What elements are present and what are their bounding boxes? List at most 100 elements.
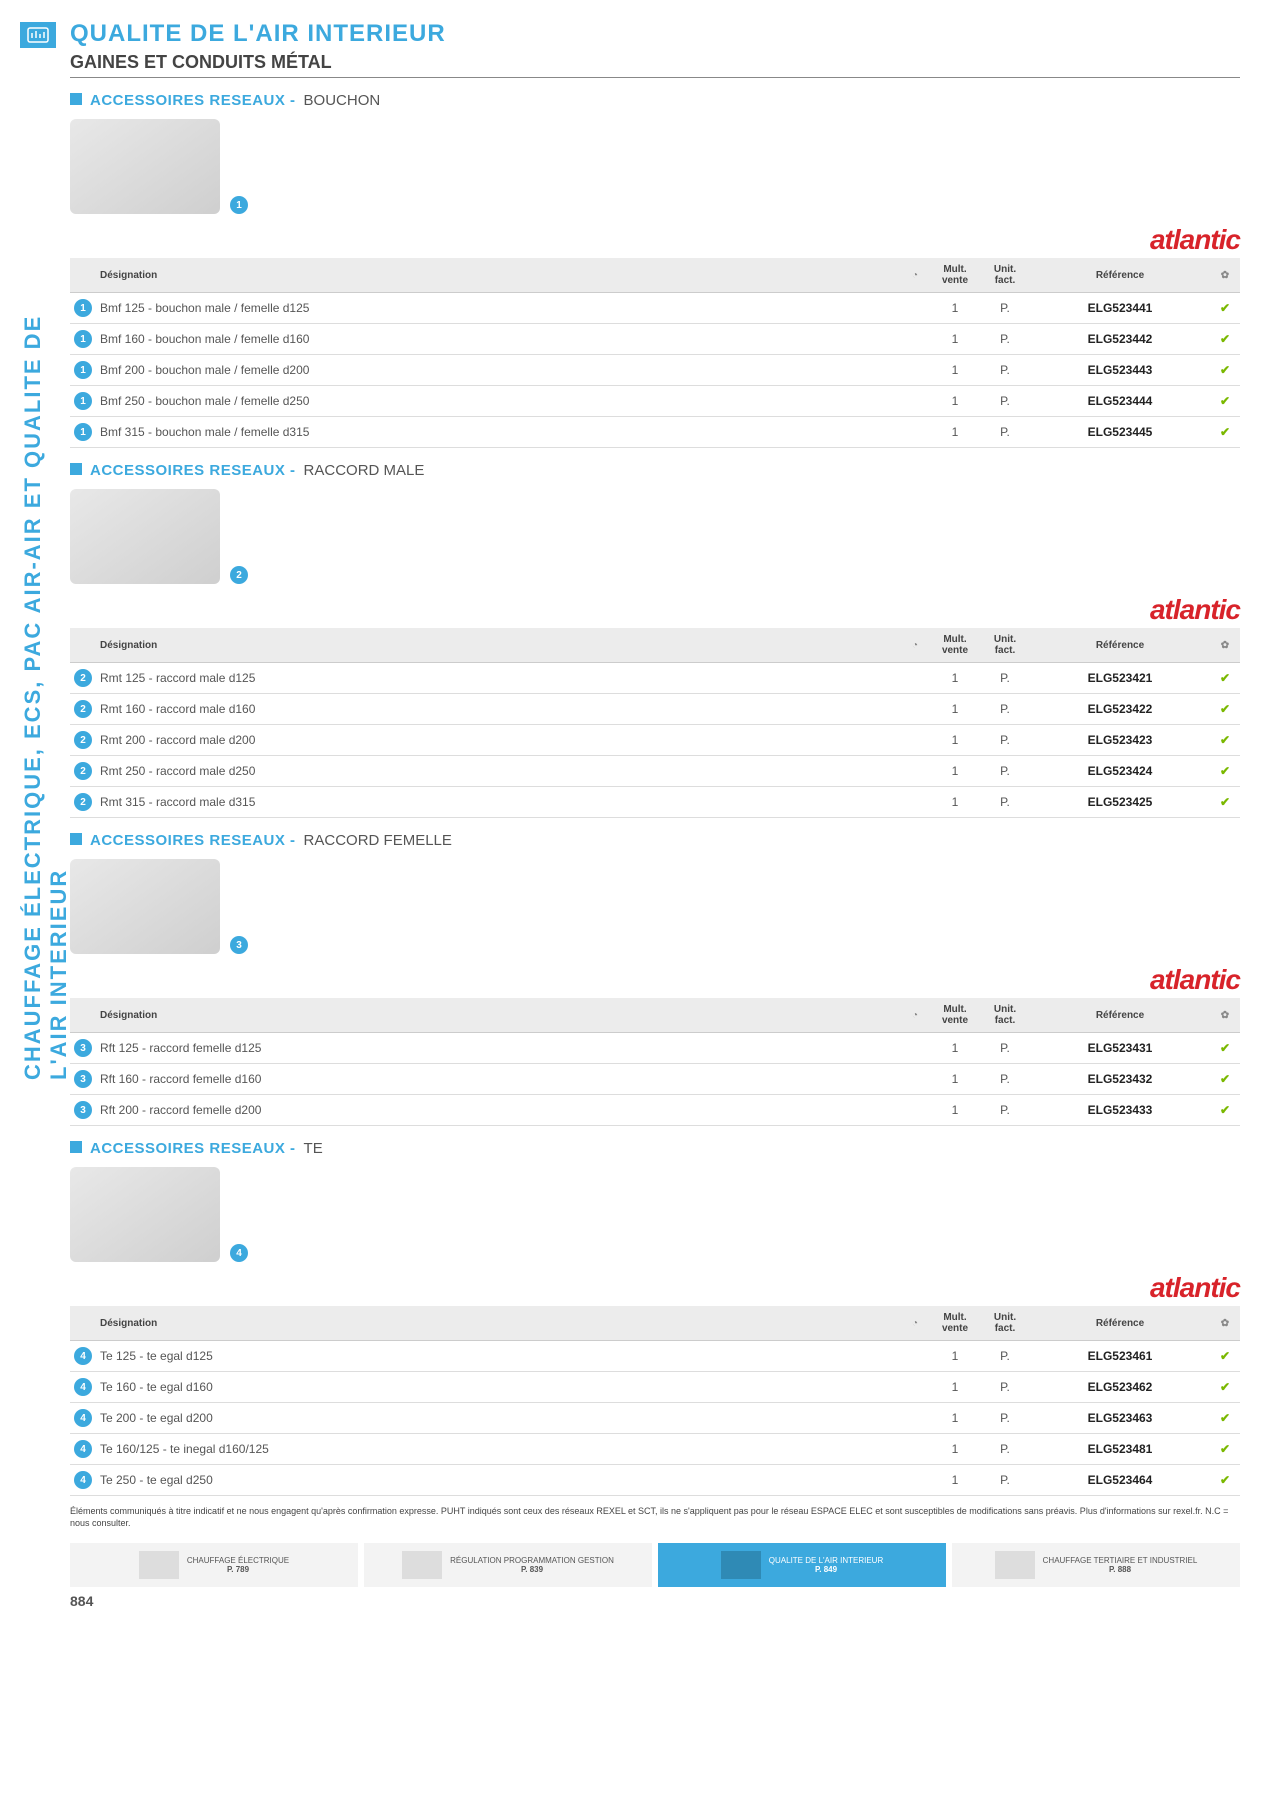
footer-nav-item[interactable]: RÉGULATION PROGRAMMATION GESTION P. 839: [364, 1543, 652, 1587]
row-number-badge: 2: [74, 793, 92, 811]
cell-reference: ELG523422: [1030, 694, 1210, 725]
product-table: Désignation ◔ Mult. vente Unit. fact. Ré…: [70, 998, 1240, 1126]
section-title-prefix: ACCESSOIRES RESEAUX -: [90, 832, 296, 849]
check-icon: ✔: [1220, 1411, 1230, 1425]
footer-nav-item[interactable]: CHAUFFAGE ÉLECTRIQUE P. 789: [70, 1543, 358, 1587]
table-row: 1 Bmf 200 - bouchon male / femelle d200 …: [70, 355, 1240, 386]
cell-reference: ELG523431: [1030, 1033, 1210, 1064]
col-reference: Référence: [1030, 258, 1210, 293]
section-bullet-icon: [70, 93, 82, 105]
col-designation: Désignation: [96, 258, 900, 293]
table-row: 3 Rft 200 - raccord femelle d200 1 P. EL…: [70, 1095, 1240, 1126]
check-icon: ✔: [1220, 1041, 1230, 1055]
cell-designation: Bmf 315 - bouchon male / femelle d315: [96, 417, 900, 448]
row-number-badge: 4: [74, 1378, 92, 1396]
cell-reference: ELG523461: [1030, 1341, 1210, 1372]
nav-thumbnail: [995, 1551, 1035, 1579]
cell-unit-fact: P.: [980, 417, 1030, 448]
check-icon: ✔: [1220, 301, 1230, 315]
page-title: QUALITE DE L'AIR INTERIEUR: [70, 20, 1240, 48]
cell-mult-vente: 1: [930, 694, 980, 725]
col-mult-vente: Mult. vente: [930, 998, 980, 1033]
row-number-badge: 1: [74, 361, 92, 379]
nav-page: P. 888: [1109, 1565, 1131, 1574]
cell-designation: Bmf 125 - bouchon male / femelle d125: [96, 293, 900, 324]
nav-page: P. 839: [521, 1565, 543, 1574]
table-row: 1 Bmf 160 - bouchon male / femelle d160 …: [70, 324, 1240, 355]
cell-designation: Bmf 160 - bouchon male / femelle d160: [96, 324, 900, 355]
cell-mult-vente: 1: [930, 1465, 980, 1496]
cell-unit-fact: P.: [980, 293, 1030, 324]
row-number-badge: 4: [74, 1409, 92, 1427]
cell-mult-vente: 1: [930, 663, 980, 694]
cell-reference: ELG523421: [1030, 663, 1210, 694]
section-header: ACCESSOIRES RESEAUX - RACCORD FEMELLE: [70, 832, 1240, 849]
cell-unit-fact: P.: [980, 1341, 1030, 1372]
table-row: 2 Rmt 125 - raccord male d125 1 P. ELG52…: [70, 663, 1240, 694]
footer-nav-item[interactable]: CHAUFFAGE TERTIAIRE ET INDUSTRIEL P. 888: [952, 1543, 1240, 1587]
table-row: 2 Rmt 200 - raccord male d200 1 P. ELG52…: [70, 725, 1240, 756]
nav-label: CHAUFFAGE ÉLECTRIQUE: [187, 1556, 289, 1565]
cell-designation: Te 200 - te egal d200: [96, 1403, 900, 1434]
cell-reference: ELG523423: [1030, 725, 1210, 756]
section-title-prefix: ACCESSOIRES RESEAUX -: [90, 462, 296, 479]
cell-designation: Rft 160 - raccord femelle d160: [96, 1064, 900, 1095]
cell-reference: ELG523424: [1030, 756, 1210, 787]
footer-nav: CHAUFFAGE ÉLECTRIQUE P. 789 RÉGULATION P…: [70, 1543, 1240, 1587]
cell-reference: ELG523444: [1030, 386, 1210, 417]
cell-unit-fact: P.: [980, 1372, 1030, 1403]
cell-unit-fact: P.: [980, 386, 1030, 417]
cell-designation: Rmt 315 - raccord male d315: [96, 787, 900, 818]
stock-icon: ✿: [1221, 1010, 1229, 1021]
cell-designation: Rmt 125 - raccord male d125: [96, 663, 900, 694]
nav-page: P. 789: [227, 1565, 249, 1574]
cell-reference: ELG523443: [1030, 355, 1210, 386]
image-number-badge: 1: [230, 196, 248, 214]
section-bullet-icon: [70, 1141, 82, 1153]
product-table: Désignation ◔ Mult. vente Unit. fact. Ré…: [70, 628, 1240, 818]
check-icon: ✔: [1220, 702, 1230, 716]
product-image: [70, 119, 220, 214]
cell-mult-vente: 1: [930, 787, 980, 818]
col-designation: Désignation: [96, 998, 900, 1033]
table-row: 1 Bmf 315 - bouchon male / femelle d315 …: [70, 417, 1240, 448]
cell-reference: ELG523425: [1030, 787, 1210, 818]
image-number-badge: 3: [230, 936, 248, 954]
page-number: 884: [70, 1593, 1240, 1609]
product-image: [70, 1167, 220, 1262]
table-row: 2 Rmt 250 - raccord male d250 1 P. ELG52…: [70, 756, 1240, 787]
cell-mult-vente: 1: [930, 324, 980, 355]
check-icon: ✔: [1220, 795, 1230, 809]
col-reference: Référence: [1030, 628, 1210, 663]
table-row: 3 Rft 125 - raccord femelle d125 1 P. EL…: [70, 1033, 1240, 1064]
section-title-suffix: TE: [304, 1140, 323, 1157]
check-icon: ✔: [1220, 1072, 1230, 1086]
table-row: 1 Bmf 125 - bouchon male / femelle d125 …: [70, 293, 1240, 324]
table-row: 4 Te 160 - te egal d160 1 P. ELG523462 ✔: [70, 1372, 1240, 1403]
footer-nav-item[interactable]: QUALITE DE L'AIR INTERIEUR P. 849: [658, 1543, 946, 1587]
section-header: ACCESSOIRES RESEAUX - BOUCHON: [70, 92, 1240, 109]
cell-designation: Te 125 - te egal d125: [96, 1341, 900, 1372]
cell-mult-vente: 1: [930, 1095, 980, 1126]
cell-mult-vente: 1: [930, 1033, 980, 1064]
cell-designation: Te 160 - te egal d160: [96, 1372, 900, 1403]
table-row: 2 Rmt 160 - raccord male d160 1 P. ELG52…: [70, 694, 1240, 725]
row-number-badge: 1: [74, 299, 92, 317]
table-row: 3 Rft 160 - raccord femelle d160 1 P. EL…: [70, 1064, 1240, 1095]
row-number-badge: 2: [74, 700, 92, 718]
side-category-label: CHAUFFAGE ÉLECTRIQUE, ECS, PAC AIR-AIR E…: [20, 260, 72, 1080]
check-icon: ✔: [1220, 1473, 1230, 1487]
cell-designation: Rmt 160 - raccord male d160: [96, 694, 900, 725]
row-number-badge: 1: [74, 392, 92, 410]
wifi-icon: ◔: [912, 270, 918, 281]
nav-page: P. 849: [815, 1565, 837, 1574]
nav-label: QUALITE DE L'AIR INTERIEUR: [769, 1556, 883, 1565]
product-image: [70, 489, 220, 584]
nav-label: CHAUFFAGE TERTIAIRE ET INDUSTRIEL: [1043, 1556, 1198, 1565]
cell-designation: Bmf 250 - bouchon male / femelle d250: [96, 386, 900, 417]
col-mult-vente: Mult. vente: [930, 258, 980, 293]
cell-mult-vente: 1: [930, 386, 980, 417]
brand-logo: atlantic: [1150, 594, 1240, 626]
col-designation: Désignation: [96, 628, 900, 663]
cell-mult-vente: 1: [930, 725, 980, 756]
